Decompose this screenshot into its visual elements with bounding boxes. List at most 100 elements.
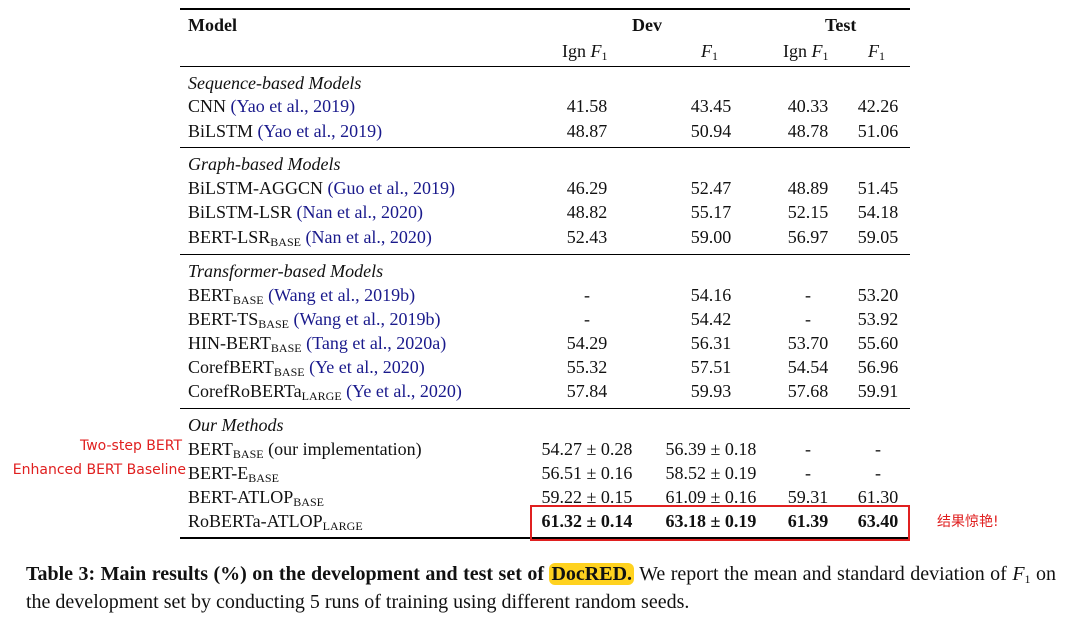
- cell-test-ign: -: [805, 285, 811, 305]
- section-title: Transformer-based Models: [188, 261, 384, 281]
- model-name: HIN-BERT: [188, 333, 271, 353]
- cell-dev-f1: 50.94: [690, 121, 732, 141]
- model-name: CorefBERT: [188, 357, 274, 377]
- cell-dev-ign: -: [584, 285, 590, 305]
- cell-dev-f1: 57.51: [690, 357, 732, 377]
- cell-test-f1: 51.45: [857, 178, 899, 198]
- cell-dev-ign: 57.84: [566, 381, 608, 401]
- cell-dev-ign: -: [584, 309, 590, 329]
- annotation-enhanced-bert-baseline: Enhanced BERT Baseline: [12, 462, 186, 478]
- model-name: BERT-E: [188, 463, 249, 483]
- model-size-subscript: BASE: [258, 317, 289, 331]
- table-row-model-name: BERTBASE (our implementation): [188, 438, 422, 460]
- model-name: BERT: [188, 285, 233, 305]
- model-name: BERT: [188, 439, 233, 459]
- caption-f-symbol: F: [1012, 563, 1025, 585]
- model-size-subscript: BASE: [273, 365, 305, 379]
- table-row-model-name: BERT-LSRBASE (Nan et al., 2020): [188, 226, 432, 248]
- ign-label: Ign: [562, 41, 591, 61]
- cell-dev-f1: 54.42: [690, 309, 732, 329]
- table-row-model-name: BERT-ATLOPBASE: [188, 486, 324, 508]
- citation-link[interactable]: (Ye et al., 2020): [309, 357, 425, 377]
- sub-1: 1: [712, 49, 718, 63]
- cell-dev-f1: 61.09 ± 0.16: [665, 487, 757, 507]
- cell-dev-ign: 59.22 ± 0.15: [541, 487, 633, 507]
- citation-link[interactable]: (Guo et al., 2019): [327, 178, 455, 198]
- cell-test-f1: 51.06: [857, 121, 899, 141]
- table-row-model-name: CNN (Yao et al., 2019): [188, 95, 355, 117]
- section-title: Sequence-based Models: [188, 73, 362, 93]
- ign-label: Ign: [783, 41, 812, 61]
- col-test-f1: F1: [868, 40, 885, 62]
- table-row-model-name: RoBERTa-ATLOPLARGE: [188, 510, 363, 532]
- cell-dev-f1: 56.39 ± 0.18: [665, 439, 757, 459]
- col-dev-ign-f1: Ign F1: [562, 40, 608, 62]
- cell-test-ign: 53.70: [787, 333, 829, 353]
- model-size-subscript: BASE: [232, 293, 264, 307]
- citation-link[interactable]: (Wang et al., 2019b): [268, 285, 416, 305]
- cell-dev-ign: 54.29: [566, 333, 608, 353]
- caption-line2-a: deviation of: [910, 563, 1013, 585]
- model-name: RoBERTa-ATLOP: [188, 511, 323, 531]
- cell-test-ign: 61.39: [787, 511, 829, 531]
- cell-test-ign: 57.68: [787, 381, 829, 401]
- table-row-model-name: CorefBERTBASE (Ye et al., 2020): [188, 356, 425, 378]
- cell-dev-f1: 59.93: [690, 381, 732, 401]
- cell-dev-ign: 56.51 ± 0.16: [541, 463, 633, 483]
- citation-link[interactable]: (Wang et al., 2019b): [293, 309, 441, 329]
- cell-test-f1: 53.20: [857, 285, 899, 305]
- annotation-two-step-bert: Two-step BERT: [79, 438, 182, 454]
- citation-link[interactable]: (Ye et al., 2020): [346, 381, 462, 401]
- citation-link[interactable]: (Nan et al., 2020): [305, 227, 432, 247]
- cell-test-ign: -: [805, 439, 811, 459]
- annotation-amazing-results: 结果惊艳!: [937, 514, 999, 530]
- cell-dev-ign: 52.43: [566, 227, 608, 247]
- section-rule-3: [180, 408, 910, 409]
- table-row-model-name: HIN-BERTBASE (Tang et al., 2020a): [188, 332, 446, 354]
- cell-test-f1: 59.91: [857, 381, 899, 401]
- cell-test-f1: -: [875, 463, 881, 483]
- cell-test-ign: 56.97: [787, 227, 829, 247]
- cell-test-ign: -: [805, 463, 811, 483]
- model-name: BERT-ATLOP: [188, 487, 294, 507]
- cell-test-f1: 42.26: [857, 96, 899, 116]
- cell-test-f1: 56.96: [857, 357, 899, 377]
- f-symbol: F: [701, 41, 712, 61]
- citation-link[interactable]: (Tang et al., 2020a): [306, 333, 447, 353]
- cell-test-ign: 54.54: [787, 357, 829, 377]
- cell-test-ign: 59.31: [787, 487, 829, 507]
- citation-link[interactable]: (Yao et al., 2019): [230, 96, 356, 116]
- model-size-subscript: BASE: [270, 235, 301, 249]
- caption-highlight-docred: DocRED.: [549, 563, 635, 585]
- cell-dev-f1: 43.45: [690, 96, 732, 116]
- table-row-model-name: CorefRoBERTaLARGE (Ye et al., 2020): [188, 380, 462, 402]
- cell-dev-f1: 56.31: [690, 333, 732, 353]
- model-size-subscript: BASE: [232, 447, 264, 461]
- cell-test-ign: 48.89: [787, 178, 829, 198]
- header-test: Test: [825, 15, 857, 35]
- header-dev: Dev: [632, 15, 662, 35]
- cell-dev-ign: 48.87: [566, 121, 608, 141]
- model-name: BERT-LSR: [188, 227, 271, 247]
- f-symbol: F: [811, 41, 823, 61]
- model-name: BiLSTM: [188, 121, 258, 141]
- model-size-subscript: LARGE: [322, 519, 363, 533]
- cell-test-ign: 40.33: [787, 96, 829, 116]
- bottom-rule: [180, 537, 910, 539]
- model-name: BERT-TS: [188, 309, 259, 329]
- citation-link[interactable]: (Nan et al., 2020): [296, 202, 423, 222]
- table-row-model-name: BiLSTM-LSR (Nan et al., 2020): [188, 201, 423, 223]
- cell-dev-f1: 54.16: [690, 285, 732, 305]
- model-name-suffix: (our implementation): [263, 439, 422, 459]
- cell-dev-ign: 41.58: [566, 96, 608, 116]
- section-rule-1: [180, 147, 910, 148]
- cell-dev-ign: 55.32: [566, 357, 608, 377]
- f-symbol: F: [868, 41, 879, 61]
- section-title: Graph-based Models: [188, 154, 341, 174]
- cell-test-ign: 52.15: [787, 202, 829, 222]
- cell-test-f1: 55.60: [857, 333, 899, 353]
- cell-test-ign: 48.78: [787, 121, 829, 141]
- f-symbol: F: [590, 41, 602, 61]
- citation-link[interactable]: (Yao et al., 2019): [257, 121, 383, 141]
